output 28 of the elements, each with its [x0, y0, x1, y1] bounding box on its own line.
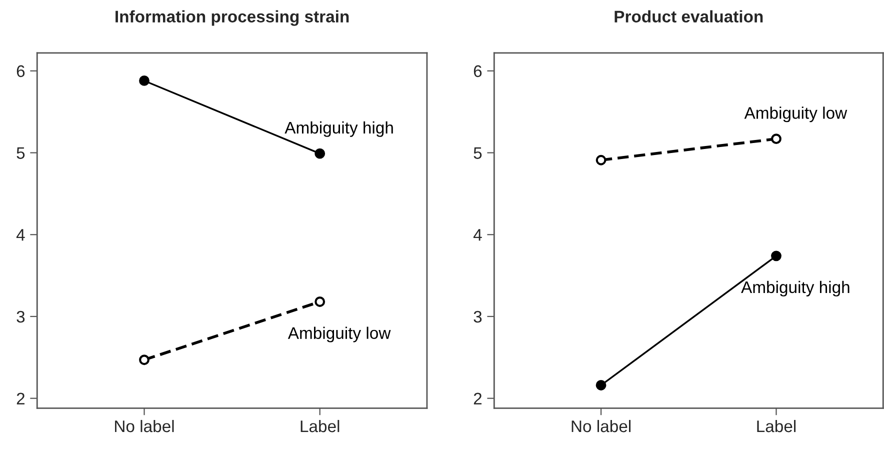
point	[596, 154, 606, 166]
y-tick-label: 3	[16, 310, 25, 323]
point	[139, 354, 150, 366]
y-tick-label: 2	[474, 392, 482, 404]
y-tick-label: 3	[474, 310, 482, 323]
point	[596, 380, 606, 390]
y-tick-label: 6	[474, 65, 482, 78]
chart-title: Product evaluation	[614, 10, 763, 22]
x-tick-label: No label	[115, 420, 174, 432]
series-label: Ambiguity low	[288, 326, 391, 342]
y-tick-label: 4	[473, 229, 482, 241]
y-tick-label: 5	[16, 147, 25, 159]
series-label: Ambiguity high	[284, 121, 393, 137]
point	[314, 148, 326, 159]
y-tick-label: 5	[474, 147, 482, 159]
x-tick-label: Label	[300, 420, 340, 432]
y-tick-label: 6	[16, 65, 25, 78]
point	[139, 76, 150, 86]
series-label: Ambiguity high	[741, 280, 850, 296]
point	[314, 296, 326, 307]
y-tick-label: 4	[16, 229, 25, 241]
x-tick-label: No label	[572, 420, 630, 432]
x-tick-label: Label	[757, 420, 796, 432]
y-tick-label: 2	[16, 392, 24, 404]
point	[771, 250, 782, 262]
chart-title: Information processing strain	[116, 10, 349, 26]
point	[771, 134, 782, 144]
series-label: Ambiguity low	[744, 106, 848, 122]
